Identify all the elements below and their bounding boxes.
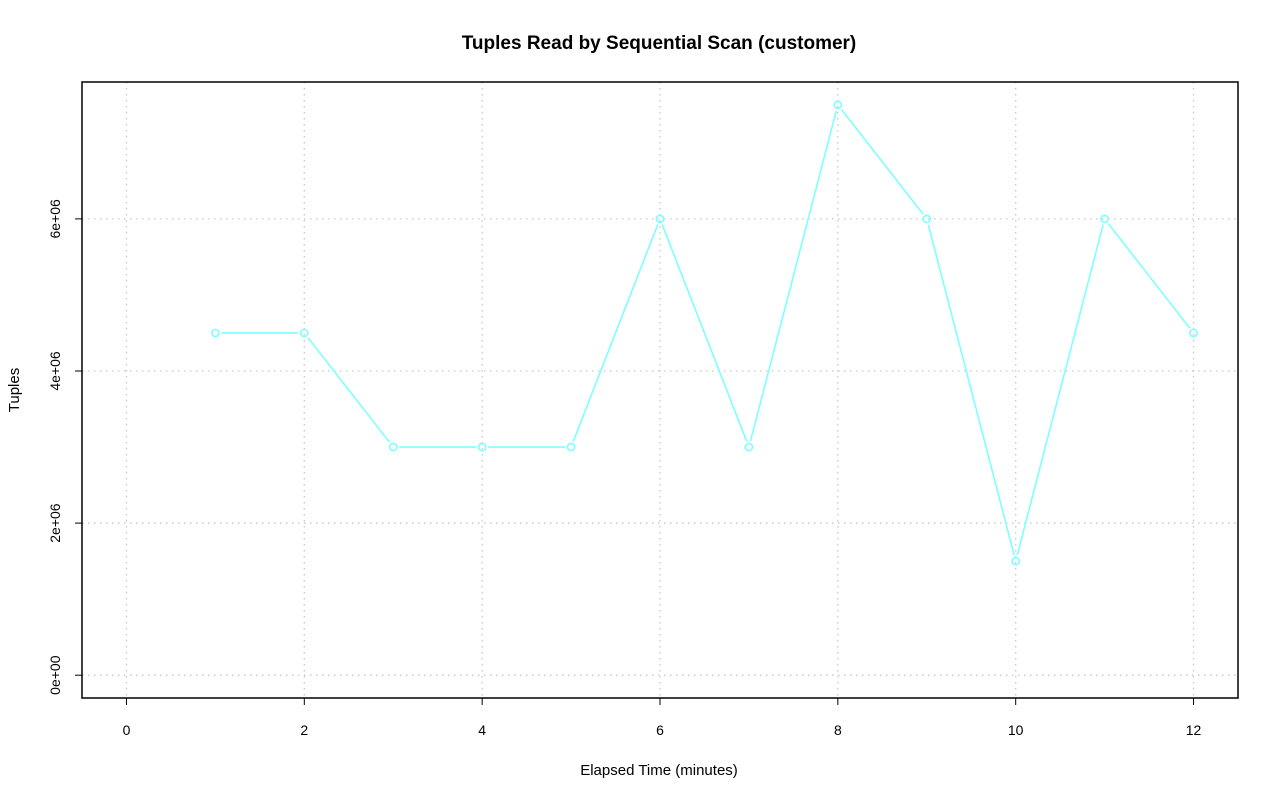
data-point (566, 442, 576, 452)
data-point (1011, 556, 1021, 566)
series-line-segment (1016, 224, 1104, 556)
series-line-segment (1107, 223, 1191, 329)
y-tick-label: 4e+06 (47, 351, 63, 391)
data-point (922, 214, 932, 224)
data-point (655, 214, 665, 224)
data-point (210, 328, 220, 338)
plot-frame (81, 81, 1239, 699)
data-point (388, 442, 398, 452)
x-axis: 0 2 4 6 8 10 12 (123, 698, 1202, 738)
series-line-segment (749, 110, 838, 442)
data-point (744, 442, 754, 452)
grid (82, 82, 1238, 698)
data-point (477, 442, 487, 452)
y-axis: 0e+00 2e+06 4e+06 6e+06 (47, 199, 82, 695)
x-tick-label: 2 (300, 722, 308, 738)
chart-title: Tuples Read by Sequential Scan (customer… (462, 33, 857, 54)
data-point (1100, 214, 1110, 224)
y-tick-label: 6e+06 (47, 199, 63, 239)
y-axis-label: Tuples (6, 368, 23, 412)
x-axis-label: Elapsed Time (minutes) (580, 762, 738, 779)
x-tick-label: 10 (1008, 722, 1024, 738)
x-tick-label: 12 (1186, 722, 1202, 738)
series-line-group (210, 100, 1198, 566)
series-line-segment (307, 337, 391, 443)
x-tick-label: 4 (478, 722, 486, 738)
series-line-segment (572, 224, 659, 442)
series-line-segment (927, 224, 1015, 556)
x-tick-label: 6 (656, 722, 664, 738)
data-point (299, 328, 309, 338)
x-tick-label: 8 (834, 722, 842, 738)
y-tick-label: 0e+00 (47, 655, 63, 695)
series-line-segment (840, 109, 924, 215)
y-tick-label: 2e+06 (47, 503, 63, 543)
data-point (1189, 328, 1198, 338)
series-line-segment (661, 224, 748, 442)
data-point (833, 100, 843, 110)
x-tick-label: 0 (123, 722, 131, 738)
